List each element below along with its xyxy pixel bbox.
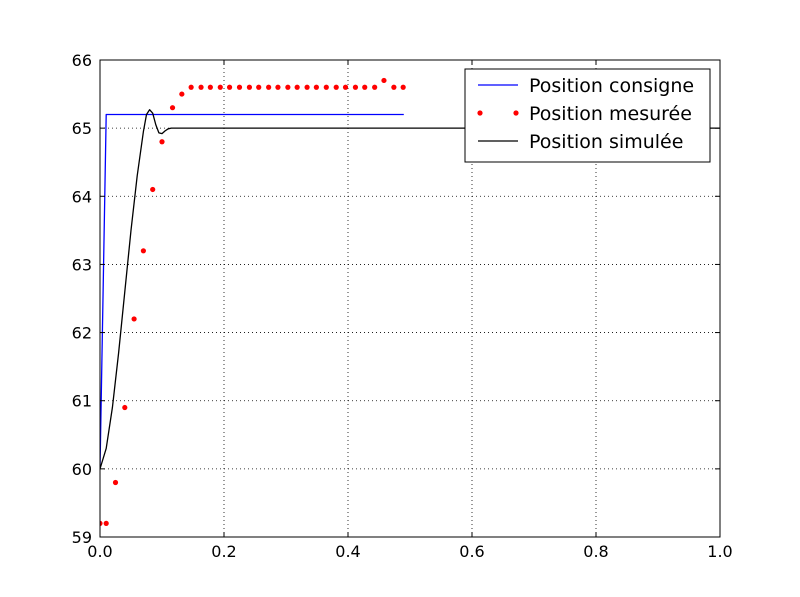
- legend-label: Position consigne: [529, 75, 694, 97]
- legend-marker-swatch: [477, 110, 483, 116]
- data-point-measured: [150, 186, 156, 193]
- legend: Position consigne Position mesurée Positio…: [464, 68, 711, 163]
- data-point-measured: [381, 77, 387, 84]
- data-point-measured: [275, 84, 281, 90]
- y-tick-label: 60: [72, 460, 92, 479]
- data-point-measured: [217, 84, 223, 90]
- data-point-measured: [159, 139, 165, 145]
- y-tick-label: 62: [72, 324, 92, 343]
- y-tick-label: 63: [72, 255, 92, 274]
- data-point-measured: [100, 520, 103, 526]
- data-point-measured: [391, 84, 397, 90]
- x-tick-label: 0.0: [87, 542, 112, 561]
- data-point-measured: [169, 105, 176, 111]
- series-line-position-consigne: [100, 113, 404, 469]
- data-point-measured: [352, 84, 359, 90]
- data-point-measured: [188, 84, 194, 90]
- data-point-measured: [323, 84, 329, 90]
- data-point-measured: [122, 404, 128, 411]
- data-point-measured: [304, 84, 310, 90]
- x-tick-label: 0.4: [335, 542, 360, 561]
- data-point-measured: [313, 84, 319, 90]
- data-point-measured: [266, 84, 272, 90]
- data-point-measured: [400, 84, 406, 90]
- plot-frame: [99, 59, 721, 538]
- data-point-measured: [236, 84, 243, 90]
- data-point-measured: [285, 84, 291, 90]
- x-tick-label: 0.2: [211, 542, 236, 561]
- data-point-measured: [226, 84, 233, 90]
- data-point-measured: [207, 84, 213, 90]
- y-tick-label: 66: [72, 51, 92, 70]
- data-point-measured: [112, 479, 119, 486]
- y-tick-label: 64: [72, 187, 92, 206]
- legend-marker-swatch: [513, 110, 519, 116]
- data-point-measured: [372, 84, 378, 90]
- axis-ticks: 0.0 0.2 0.4 0.6 0.8 1.0 59 60 61 62 63 64 65 66: [72, 51, 733, 561]
- data-point-measured: [333, 84, 339, 90]
- data-point-measured: [103, 520, 109, 526]
- series-line-position-simul-e: [100, 109, 720, 470]
- data-point-measured: [179, 91, 185, 97]
- x-tick-label: 1.0: [707, 542, 732, 561]
- legend-label: Position mesurée: [529, 103, 692, 125]
- legend-label: Position simulée: [529, 131, 683, 153]
- x-tick-label: 0.8: [583, 542, 608, 561]
- data-point-measured: [246, 84, 253, 90]
- data-point-measured: [342, 84, 349, 90]
- y-tick-label: 65: [72, 119, 92, 138]
- x-tick-label: 0.6: [459, 542, 484, 561]
- data-point-measured: [198, 84, 204, 90]
- data-point-measured: [256, 84, 262, 90]
- y-tick-label: 59: [72, 528, 92, 547]
- y-tick-label: 61: [72, 392, 92, 411]
- data-point-measured: [362, 84, 368, 90]
- data-point-measured: [294, 84, 300, 90]
- series-layer: [100, 77, 720, 526]
- data-point-measured: [140, 248, 146, 254]
- data-point-measured: [131, 316, 137, 322]
